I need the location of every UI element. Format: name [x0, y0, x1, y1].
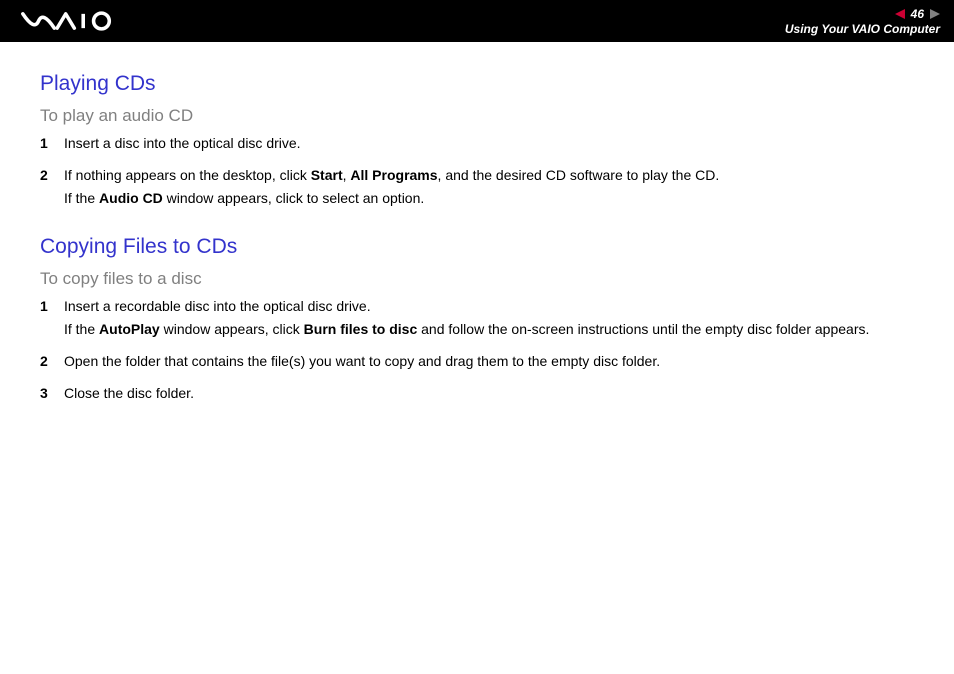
- header-section-label: Using Your VAIO Computer: [785, 22, 940, 36]
- step-line: Insert a recordable disc into the optica…: [64, 297, 934, 317]
- page-content: Playing CDsTo play an audio CD1Insert a …: [0, 42, 954, 407]
- list-item: 3Close the disc folder.: [40, 384, 934, 408]
- step-number: 1: [40, 134, 64, 158]
- step-number: 2: [40, 166, 64, 213]
- step-number: 1: [40, 297, 64, 344]
- page-nav: 46: [895, 7, 940, 21]
- step-number: 2: [40, 352, 64, 376]
- section-title: Copying Files to CDs: [40, 235, 934, 259]
- bold-text: AutoPlay: [99, 321, 160, 337]
- header-right: 46 Using Your VAIO Computer: [785, 7, 940, 36]
- section-title: Playing CDs: [40, 72, 934, 96]
- step-line: Close the disc folder.: [64, 384, 934, 404]
- list-item: 1Insert a disc into the optical disc dri…: [40, 134, 934, 158]
- list-item: 2Open the folder that contains the file(…: [40, 352, 934, 376]
- section-subtitle: To copy files to a disc: [40, 269, 934, 289]
- bold-text: Burn files to disc: [304, 321, 418, 337]
- bold-text: Start: [311, 167, 343, 183]
- section-subtitle: To play an audio CD: [40, 106, 934, 126]
- list-item: 1Insert a recordable disc into the optic…: [40, 297, 934, 344]
- step-line: Open the folder that contains the file(s…: [64, 352, 934, 372]
- page-header: 46 Using Your VAIO Computer: [0, 0, 954, 42]
- step-line: If the AutoPlay window appears, click Bu…: [64, 320, 934, 340]
- section-block: Copying Files to CDs To copy files to a d…: [40, 235, 934, 407]
- vaio-logo: [20, 11, 140, 31]
- list-item: 2If nothing appears on the desktop, clic…: [40, 166, 934, 213]
- step-body: Open the folder that contains the file(s…: [64, 352, 934, 376]
- step-body: Insert a disc into the optical disc driv…: [64, 134, 934, 158]
- step-line: If nothing appears on the desktop, click…: [64, 166, 934, 186]
- bold-text: Audio CD: [99, 190, 163, 206]
- step-line: Insert a disc into the optical disc driv…: [64, 134, 934, 154]
- page-number: 46: [911, 7, 924, 21]
- step-body: Insert a recordable disc into the optica…: [64, 297, 934, 344]
- step-list: 1Insert a disc into the optical disc dri…: [40, 134, 934, 213]
- step-body: If nothing appears on the desktop, click…: [64, 166, 934, 213]
- step-body: Close the disc folder.: [64, 384, 934, 408]
- section-block: Playing CDs To play an audio CD 1Insert a …: [40, 72, 934, 213]
- nav-prev-icon[interactable]: [895, 9, 909, 19]
- step-line: If the Audio CD window appears, click to…: [64, 189, 934, 209]
- bold-text: All Programs: [350, 167, 437, 183]
- step-list: 1Insert a recordable disc into the optic…: [40, 297, 934, 407]
- step-number: 3: [40, 384, 64, 408]
- nav-next-icon[interactable]: [926, 9, 940, 19]
